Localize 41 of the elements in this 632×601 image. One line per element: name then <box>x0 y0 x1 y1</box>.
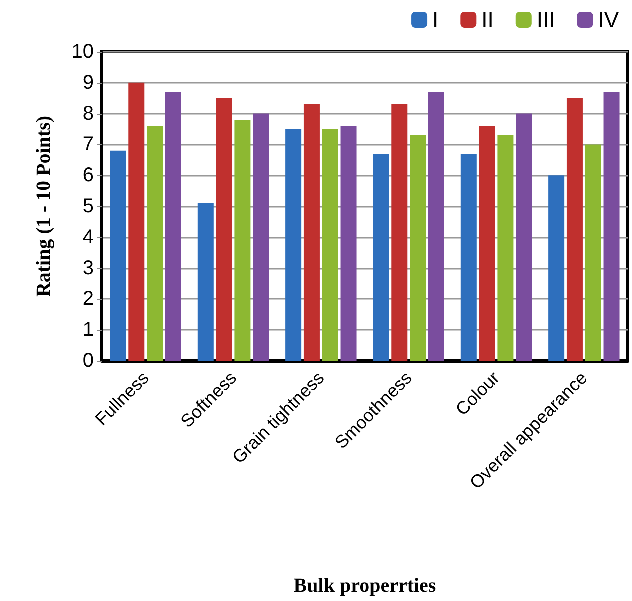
bar <box>373 154 390 361</box>
bar <box>286 129 302 361</box>
bar <box>516 114 532 361</box>
legend-label: II <box>482 8 494 32</box>
y-tick-label: 4 <box>82 226 94 248</box>
bar <box>216 98 232 361</box>
bar <box>340 126 357 361</box>
bar <box>253 114 270 361</box>
y-tick-label: 10 <box>72 41 94 63</box>
legend-label: III <box>536 8 556 32</box>
bar <box>165 92 182 361</box>
bar <box>234 120 251 361</box>
legend-label: IV <box>598 8 620 32</box>
bar <box>410 135 426 361</box>
y-tick-label: 2 <box>82 288 94 310</box>
x-axis-title: Bulk properrties <box>294 575 436 597</box>
bar <box>198 203 214 361</box>
bar <box>460 154 477 361</box>
y-tick-label: 8 <box>82 102 94 125</box>
y-tick-label: 1 <box>82 319 94 342</box>
y-tick-label: 0 <box>82 350 94 372</box>
bar <box>548 176 565 361</box>
y-tick-label: 9 <box>82 72 94 94</box>
bar <box>392 104 408 361</box>
y-axis-title: Rating (1 - 10 Points) <box>33 116 55 298</box>
bar <box>498 135 514 361</box>
bar <box>322 129 338 361</box>
bar <box>110 150 126 361</box>
bar <box>566 98 583 361</box>
bar <box>604 92 620 361</box>
bar <box>304 104 320 361</box>
y-tick-label: 7 <box>82 134 94 156</box>
bar <box>128 82 145 361</box>
bar <box>428 92 444 361</box>
bar <box>585 144 602 361</box>
y-tick-label: 5 <box>82 196 94 218</box>
y-tick-label: 3 <box>82 257 94 280</box>
legend-label: I <box>432 8 439 32</box>
bar <box>479 126 496 361</box>
y-tick-label: 6 <box>82 164 94 187</box>
bar <box>147 126 164 361</box>
